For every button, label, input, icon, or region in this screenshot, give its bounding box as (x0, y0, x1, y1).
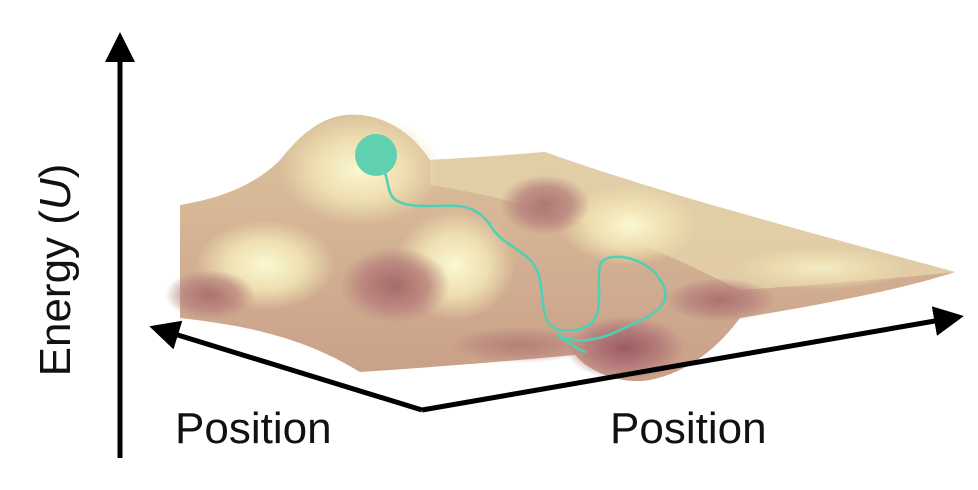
arrow-left-icon (149, 320, 423, 413)
ball-icon (355, 134, 397, 176)
valley-back (500, 175, 590, 235)
valley-front (450, 327, 590, 363)
valley-center (340, 247, 450, 323)
particle-trajectory (376, 156, 667, 354)
arrow-right-icon (421, 306, 964, 413)
position-right-label: Position (610, 404, 767, 453)
peak-right (560, 185, 700, 265)
peak-far-right (730, 246, 910, 290)
position-left-label: Position (175, 404, 332, 453)
valley-left-front (165, 270, 255, 320)
energy-axis-label: Energy (U) (31, 164, 80, 377)
energy-surface (165, 114, 955, 382)
valley-right (665, 278, 775, 322)
peak-main (280, 115, 440, 225)
valley-deep (565, 316, 685, 380)
